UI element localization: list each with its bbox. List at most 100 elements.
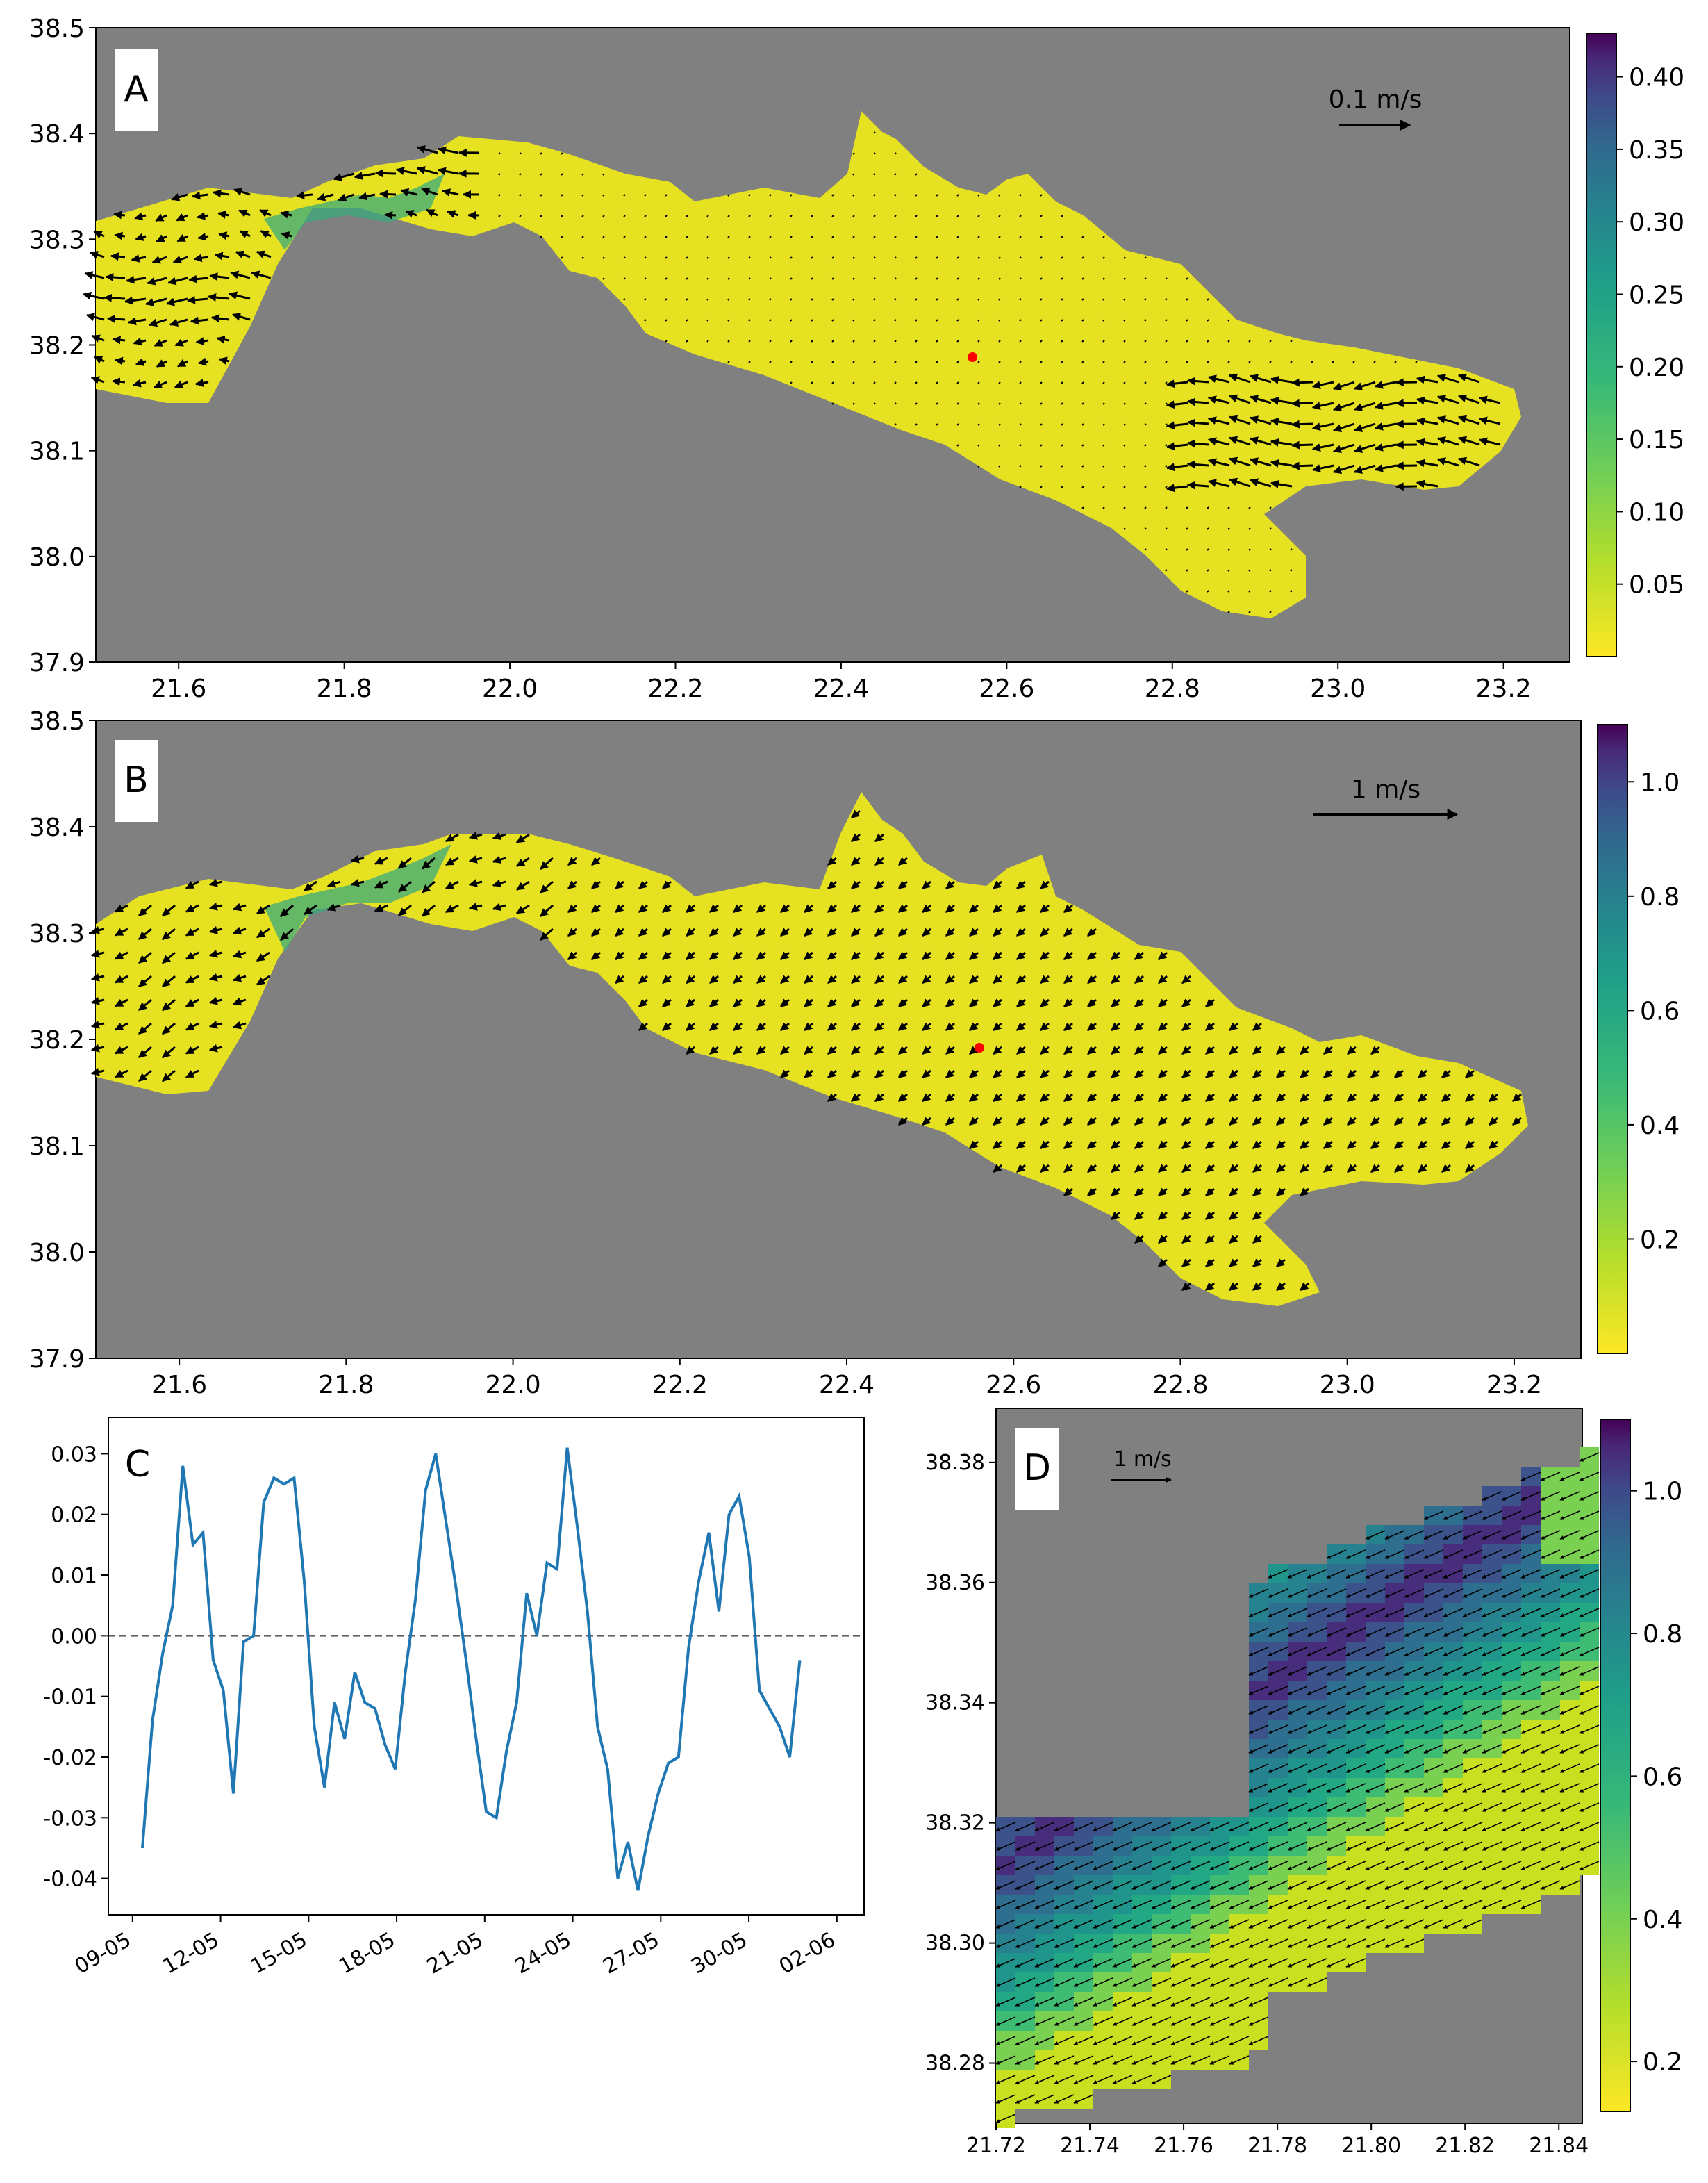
- panel-a-vector: [706, 298, 709, 301]
- panel-b-vector: [1134, 1046, 1144, 1055]
- panel-b-vector: [1465, 1140, 1475, 1150]
- panel-b-xtick-label: 22.6: [986, 1371, 1041, 1399]
- panel-a-vector: [1102, 361, 1105, 363]
- panel-b-vector: [1300, 1117, 1309, 1126]
- panel-b-vector: [969, 1069, 979, 1079]
- panel-b-vector: [114, 1022, 128, 1031]
- panel-a-vector: [936, 215, 938, 217]
- panel-b-vector: [1040, 1093, 1050, 1103]
- panel-a-vector: [1374, 422, 1397, 431]
- panel-a-vector: [216, 335, 230, 344]
- panel-b-vector: [733, 1046, 743, 1055]
- panel-a-vector: [1144, 340, 1147, 343]
- panel-a-vector: [706, 277, 709, 280]
- panel-b-vector: [468, 903, 483, 911]
- panel-a-vector: [998, 340, 1001, 343]
- panel-b-vector: [851, 809, 861, 819]
- panel-a-vector: [1019, 298, 1022, 301]
- panel-b-vector: [1229, 1046, 1238, 1055]
- panel-a-vector: [873, 361, 876, 363]
- panel-b-vector: [1418, 1164, 1427, 1173]
- panel-b-vector: [1063, 951, 1073, 961]
- panel-a-vector: [190, 316, 209, 325]
- panel-a-vector: [998, 381, 1001, 384]
- panel-a-vector: [1102, 277, 1105, 280]
- panel-d-xtick-label: 21.78: [1247, 2134, 1307, 2158]
- panel-b-colorbar-ticks: 1.0 0.8 0.6 0.4 0.2: [1627, 768, 1680, 1254]
- panel-a-vector: [1144, 298, 1147, 301]
- panel-b-vector: [540, 928, 554, 941]
- panel-b-vector: [827, 857, 837, 866]
- panel-a-vector: [1207, 395, 1230, 404]
- panel-b-vector: [1158, 1187, 1168, 1197]
- panel-a-vector: [1081, 277, 1084, 280]
- panel-a-vector: [519, 215, 522, 217]
- panel-a-vector: [1207, 569, 1209, 572]
- panel-b-vector: [898, 1117, 908, 1126]
- panel-b-vector: [422, 904, 436, 917]
- panel-a-vector: [233, 188, 251, 196]
- panel-a-vector: [1081, 381, 1084, 384]
- panel-b-vector: [1276, 1282, 1286, 1292]
- panel-b-vector: [827, 1093, 837, 1103]
- panel-a-vector: [1165, 381, 1168, 384]
- panel-b-vector: [1063, 904, 1073, 914]
- panel-b-vector: [851, 857, 861, 866]
- panel-a-vector: [1123, 486, 1126, 488]
- panel-a-vector: [540, 215, 542, 217]
- panel-a-vector: [1228, 415, 1251, 425]
- panel-a-vector: [156, 359, 167, 368]
- panel-b-vector: [591, 928, 601, 937]
- panel-a-vector: [354, 172, 376, 180]
- panel-a-vector: [1166, 484, 1188, 493]
- panel-b-vector: [1229, 1187, 1238, 1197]
- panel-b-vector: [162, 951, 176, 964]
- panel-a-vector: [194, 379, 209, 388]
- panel-a-vector: [1269, 527, 1272, 530]
- panel-b-vector: [208, 1020, 223, 1029]
- panel-c-ytick-label: -0.01: [43, 1686, 97, 1710]
- panel-d-ytick-label: 38.30: [925, 1931, 985, 1956]
- panel-b-vector: [1040, 998, 1050, 1008]
- panel-b-vector: [1016, 1140, 1026, 1150]
- panel-a-vector: [873, 131, 876, 134]
- panel-a-vector: [188, 274, 209, 283]
- panel-b-vector: [1370, 1093, 1380, 1103]
- panel-a-vector: [1019, 340, 1022, 343]
- panel-b-vector: [969, 904, 979, 914]
- panel-b-vector: [756, 975, 766, 985]
- panel-a-vector: [1040, 298, 1043, 301]
- panel-a-vector: [498, 152, 501, 155]
- panel-b-vector: [945, 951, 955, 961]
- panel-a-vector: [1248, 506, 1251, 509]
- panel-b-vector: [374, 904, 388, 912]
- panel-a-vector: [230, 270, 251, 279]
- panel-b-vector: [780, 1046, 790, 1055]
- panel-b-vector: [874, 1046, 884, 1055]
- panel-b-vector: [827, 998, 837, 1008]
- panel-a-vector: [1102, 319, 1105, 322]
- panel-a-vector: [977, 402, 980, 405]
- panel-a-vector: [831, 277, 834, 280]
- panel-b-vector: [1040, 1117, 1050, 1126]
- panel-b-vector: [1087, 928, 1097, 937]
- panel-a-vector: [1186, 460, 1209, 469]
- panel-b-vector: [874, 975, 884, 985]
- panel-a-vector: [1081, 236, 1084, 238]
- panel-a-cbar-label: 0.15: [1629, 426, 1684, 454]
- panel-a-ytick-label: 38.4: [29, 120, 85, 149]
- panel-b-vector: [515, 857, 530, 867]
- panel-a-vector: [1248, 527, 1251, 530]
- panel-b-vector: [1205, 1211, 1215, 1221]
- panel-b-vector: [993, 1140, 1002, 1150]
- panel-a-vector: [1081, 506, 1084, 509]
- panel-a-vector: [540, 236, 542, 238]
- panel-b-cbar-label: 0.2: [1640, 1226, 1680, 1254]
- panel-a-vector: [405, 210, 417, 218]
- panel-b-vector: [1181, 1258, 1191, 1268]
- panel-a-vector: [197, 232, 209, 241]
- panel-a-vector: [1478, 395, 1501, 404]
- panel-a-vector: [133, 337, 147, 346]
- panel-b-xtick-label: 21.6: [151, 1371, 207, 1399]
